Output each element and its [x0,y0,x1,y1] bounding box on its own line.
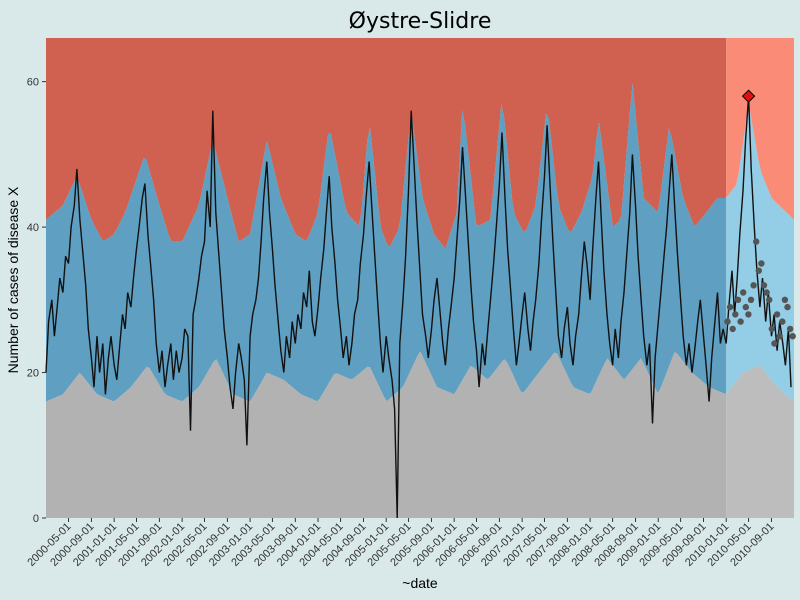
forecast-point [724,318,731,325]
y-tick-label: 40 [27,222,39,234]
y-tick-label: 60 [27,77,39,89]
forecast-point [750,282,757,289]
forecast-point [729,325,736,333]
band-high-forecast [726,38,794,220]
forecast-point [786,325,794,333]
forecast-point [740,289,747,296]
forecast-point [773,311,781,318]
band-medium-history [46,83,727,402]
forecast-point [768,325,775,333]
forecast-point [745,311,752,318]
forecast-point [758,260,765,267]
forecast-point [753,238,760,245]
series-line [45,96,792,519]
band-low-history [46,351,727,518]
forecast-point [763,289,770,296]
forecast-point [781,296,789,303]
y-axis: 0 20 40 60 [27,77,46,525]
x-axis-label: ~date [402,575,438,591]
forecast-point [742,303,749,311]
forecast-point [726,303,734,311]
band-high-history [46,38,727,249]
y-tick-label: 0 [33,513,39,525]
history-bands [46,38,727,518]
y-tick-label: 20 [27,368,39,380]
forecast-point [755,267,762,274]
forecast-point [784,303,791,311]
band-low-forecast [726,366,794,518]
y-axis-label: Number of cases of disease X [5,186,21,373]
forecast-point [747,296,755,303]
chart-title: Øystre-Slidre [349,9,492,34]
forecast-point [776,333,783,340]
plot-area [45,38,796,519]
forecast-point [734,296,742,303]
forecast-point [732,311,739,318]
forecast-point [737,318,744,325]
alert-marker [741,89,756,103]
forecast-point [771,340,778,347]
forecast-point [760,282,768,289]
forecast-point [789,333,796,340]
forecast-point [779,318,786,325]
forecast-point [766,296,773,303]
